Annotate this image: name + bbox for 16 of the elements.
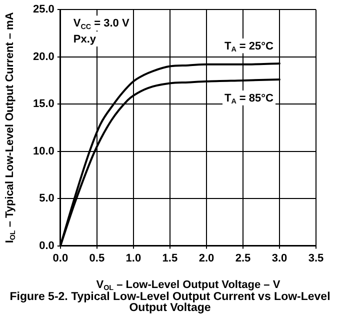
y-tick-label: 0.0	[39, 240, 54, 252]
x-tick-label: 0.0	[52, 252, 68, 264]
x-tick-label: 2.5	[235, 252, 251, 264]
x-tick-label: 1.5	[162, 252, 178, 264]
text: Figure 5-2. Typical Low-Level Output Current vs Low-Level Output Voltage	[8, 291, 332, 314]
y-tick-label: 15.0	[32, 98, 54, 110]
y-tick-label: 25.0	[32, 4, 54, 16]
y-tick-label: 5.0	[39, 192, 54, 205]
x-tick-label: 3.5	[308, 252, 324, 264]
x-tick-label: 3.0	[272, 252, 288, 264]
x-tick-label: 2.0	[198, 252, 214, 264]
x-tick-label: 0.5	[89, 252, 105, 264]
x-tick-label: 1.0	[126, 252, 142, 264]
annotation: Px.y	[73, 34, 97, 46]
y-tick-label: 20.0	[32, 50, 54, 63]
y-tick-label: 10.0	[32, 145, 54, 158]
